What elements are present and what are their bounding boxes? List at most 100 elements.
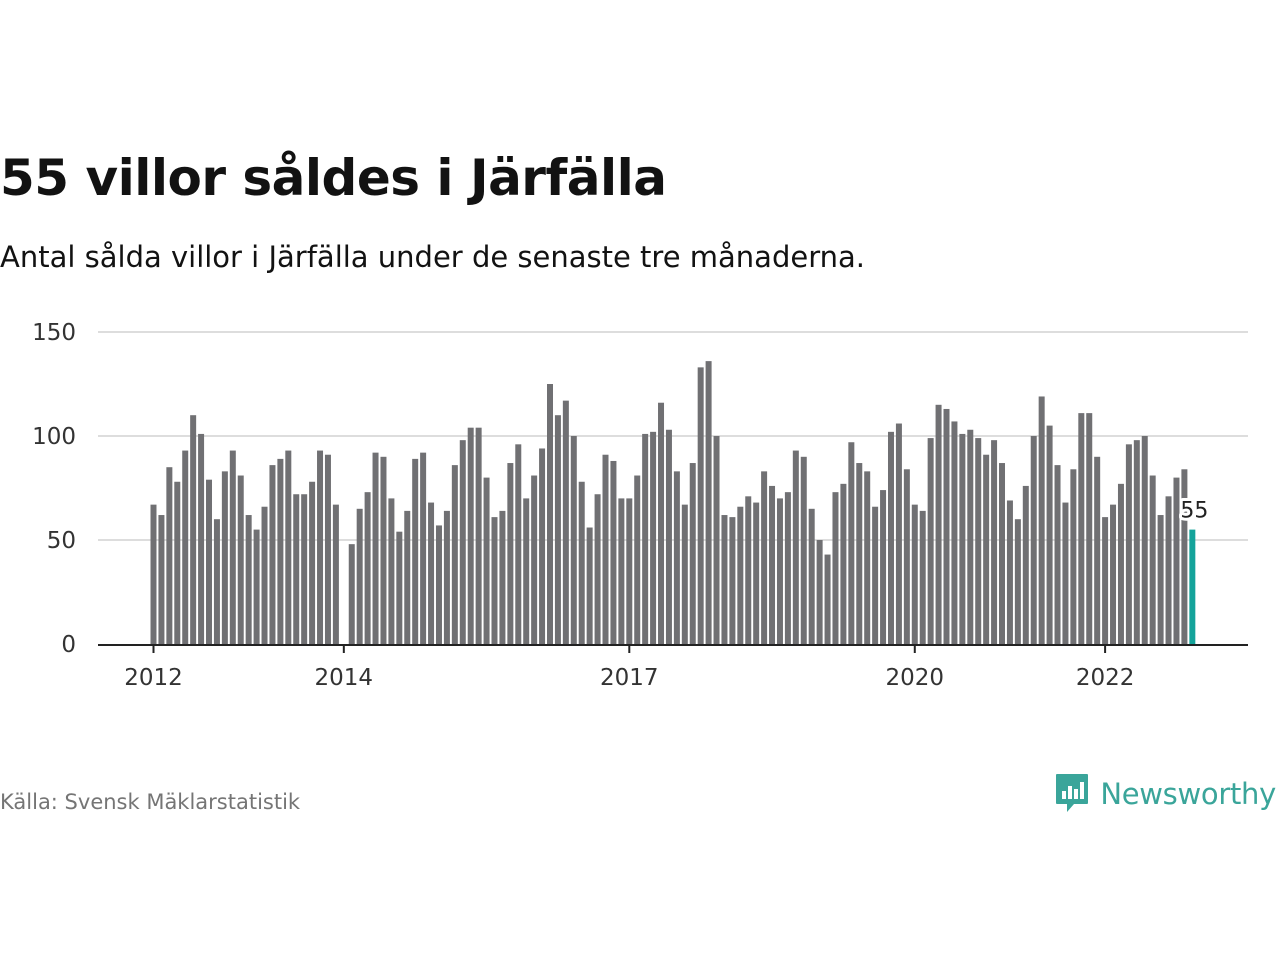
bar (531, 475, 538, 644)
bar (1022, 485, 1029, 644)
bar (784, 492, 791, 644)
bar (824, 554, 831, 644)
bar (1157, 515, 1164, 644)
bar (1038, 396, 1045, 644)
bar (1046, 425, 1053, 644)
bar (150, 504, 157, 644)
bar (903, 469, 910, 644)
bar (880, 490, 887, 644)
bar (650, 431, 657, 644)
bar (404, 510, 411, 644)
bar (309, 481, 316, 644)
y-tick-label: 150 (32, 320, 76, 346)
bar (1181, 469, 1188, 644)
newsworthy-logo-icon (1056, 774, 1089, 812)
bar (293, 494, 300, 644)
bar (1094, 456, 1101, 644)
bar (1006, 500, 1013, 644)
bar (999, 463, 1006, 644)
bar (539, 448, 546, 644)
bar (396, 531, 403, 644)
bar-chart: 0 50 100 150 2012 2014 2017 2020 2022 55 (32, 320, 1248, 691)
bar (634, 475, 641, 644)
bar (665, 429, 672, 644)
bar (689, 463, 696, 644)
bar (285, 450, 292, 644)
bar (1117, 483, 1124, 644)
bar (1086, 413, 1093, 644)
bar (523, 498, 530, 644)
bar (959, 433, 966, 644)
bar (356, 508, 363, 644)
bar (158, 515, 165, 644)
bar (507, 463, 514, 644)
bar (895, 423, 902, 644)
brand-name: Newsworthy (1100, 777, 1276, 811)
data-labels: 55 (1177, 496, 1211, 527)
bar (848, 442, 855, 644)
bar (198, 433, 205, 644)
bar (753, 502, 760, 644)
bar (221, 471, 228, 644)
bar (610, 460, 617, 644)
highlight-value-label: 55 (1180, 499, 1208, 524)
bar (166, 467, 173, 644)
bar (626, 498, 633, 644)
bar (467, 427, 474, 644)
x-tick-label: 2012 (124, 665, 183, 691)
bar (800, 456, 807, 644)
bar (380, 456, 387, 644)
bar (428, 502, 435, 644)
bar (681, 504, 688, 644)
bar (562, 400, 569, 644)
bar (420, 452, 427, 644)
bar (301, 494, 308, 644)
bar (1141, 436, 1148, 644)
bar (324, 454, 331, 644)
bar (483, 477, 490, 644)
bar (975, 438, 982, 644)
bar (951, 421, 958, 644)
bar (919, 510, 926, 644)
bar (229, 450, 236, 644)
bar (887, 431, 894, 644)
bar (618, 498, 625, 644)
bar (840, 483, 847, 644)
bar (586, 527, 593, 644)
x-tick-label: 2014 (315, 665, 374, 691)
brand-logo: Newsworthy (1054, 772, 1276, 816)
bar (1030, 436, 1037, 644)
bar (412, 458, 419, 644)
bar (1125, 444, 1132, 644)
bar (705, 361, 712, 644)
bar (737, 506, 744, 644)
x-tick-label: 2017 (600, 665, 659, 691)
bar (372, 452, 379, 644)
bar (348, 544, 355, 644)
bar (1078, 413, 1085, 644)
bar (206, 479, 213, 644)
x-tick-label: 2022 (1076, 665, 1135, 691)
bar (1102, 517, 1109, 644)
bar (261, 506, 268, 644)
y-tick-label: 100 (32, 424, 76, 450)
bar (872, 506, 879, 644)
bar (515, 444, 522, 644)
bar (269, 465, 276, 644)
bar (277, 458, 284, 644)
bar (991, 440, 998, 644)
bar (832, 492, 839, 644)
bar (713, 436, 720, 644)
x-tick-label: 2020 (886, 665, 945, 691)
bar (761, 471, 768, 644)
bar (547, 384, 553, 644)
bar (459, 440, 466, 644)
bar (927, 438, 934, 644)
bar (816, 540, 823, 644)
bar (983, 454, 990, 644)
bar (673, 471, 680, 644)
bar (792, 450, 799, 644)
bar (1173, 477, 1180, 644)
bar (1149, 475, 1156, 644)
bar (317, 450, 324, 644)
